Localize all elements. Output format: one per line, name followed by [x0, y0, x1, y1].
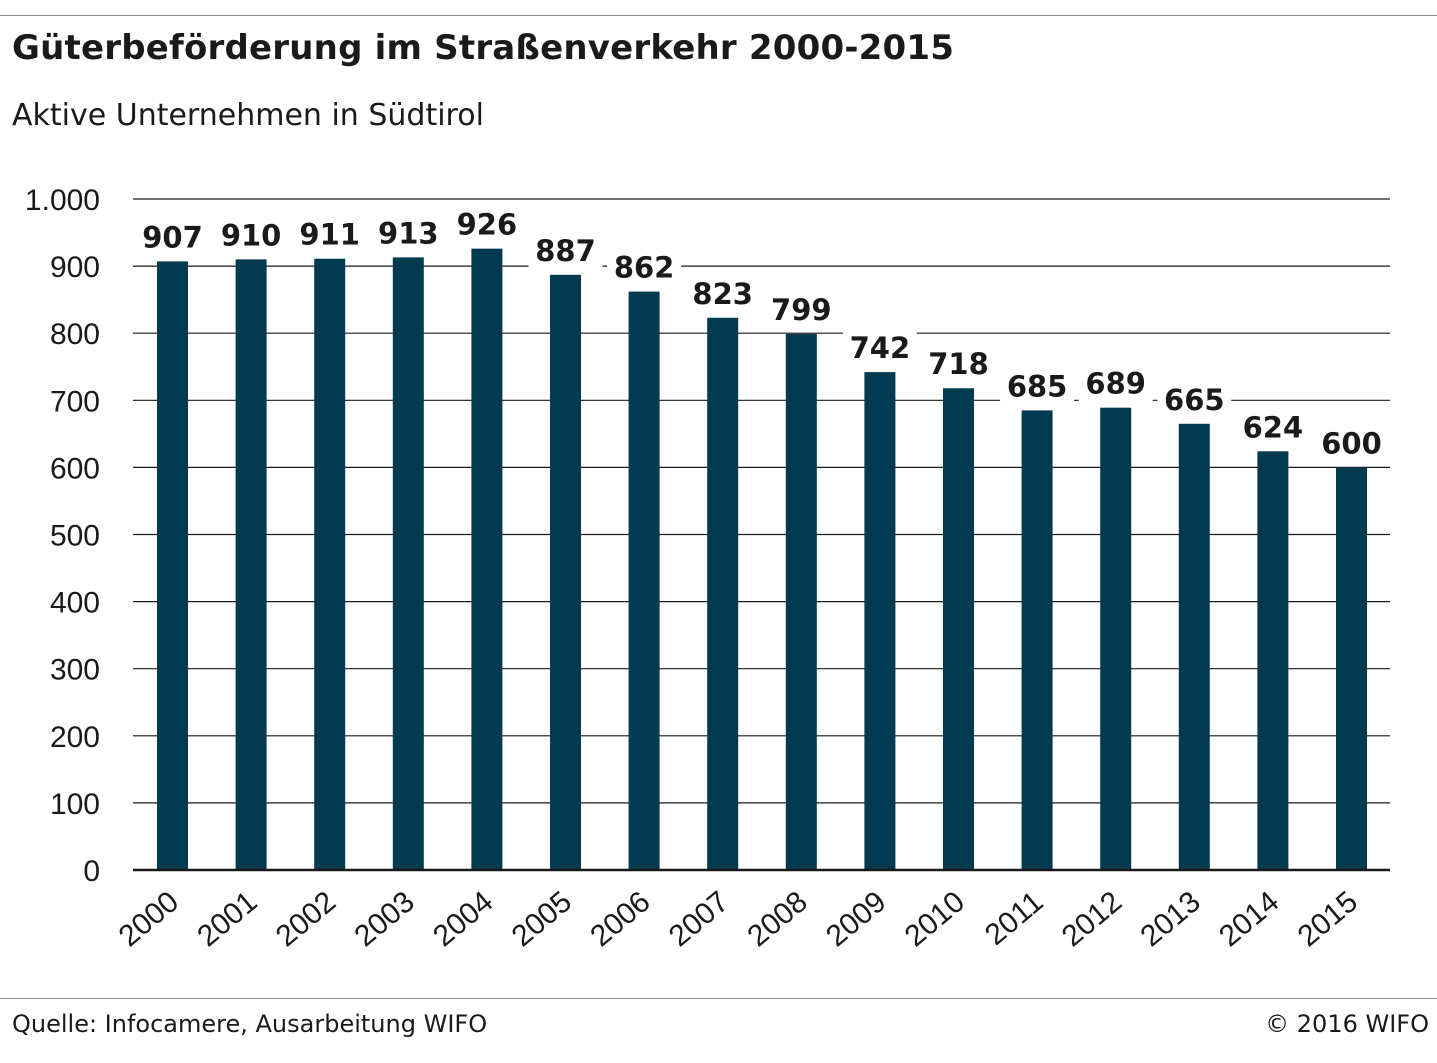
data-label-backdrop	[842, 328, 917, 367]
y-tick-label: 500	[50, 520, 100, 553]
data-label-backdrop	[607, 247, 682, 286]
data-label-backdrop	[1078, 363, 1153, 402]
data-label-2011: 685	[1007, 369, 1068, 403]
data-label-2009: 742	[850, 331, 911, 365]
x-tick-label-2011: 2011	[979, 885, 1050, 952]
data-label-backdrop	[214, 215, 289, 254]
copyright-note: © 2016 WIFO	[1265, 1010, 1429, 1038]
y-tick-label: 1.000	[25, 184, 100, 217]
data-label-backdrop	[292, 214, 367, 253]
bar-2011	[1021, 410, 1053, 870]
y-tick-label: 600	[50, 452, 100, 485]
top-rule	[0, 15, 1437, 16]
chart-title: Güterbeförderung im Straßenverkehr 2000-…	[12, 28, 955, 68]
data-label-backdrop	[685, 273, 760, 312]
bar-2004	[471, 248, 503, 871]
x-tick-label-2015: 2015	[1292, 885, 1364, 953]
data-label-backdrop	[528, 230, 603, 269]
bar-2015	[1336, 467, 1367, 870]
data-label-2003: 913	[378, 216, 439, 250]
y-tick-label: 200	[50, 721, 100, 754]
x-tick-label-2006: 2006	[584, 885, 656, 953]
x-tick-label-2012: 2012	[1056, 885, 1128, 953]
bar-2009	[864, 372, 896, 870]
data-label-2012: 689	[1085, 367, 1146, 401]
y-tick-label: 700	[50, 385, 100, 418]
data-label-backdrop	[921, 344, 996, 383]
x-tick-label-2001: 2001	[191, 885, 263, 953]
x-tick-label-2005: 2005	[506, 885, 578, 953]
data-label-backdrop	[1314, 423, 1389, 462]
bar-2013	[1178, 423, 1210, 870]
bar-2010	[943, 388, 974, 870]
x-tick-label-2007: 2007	[663, 885, 735, 953]
data-label-2000: 907	[142, 220, 203, 254]
data-label-backdrop	[764, 289, 839, 328]
y-tick-label: 800	[50, 318, 100, 351]
y-tick-label: 400	[50, 587, 100, 620]
bar-2003	[392, 257, 424, 870]
data-label-2008: 799	[771, 293, 832, 327]
bar-2008	[785, 333, 817, 871]
y-tick-label: 100	[50, 788, 100, 821]
data-label-2006: 862	[614, 251, 675, 285]
data-label-backdrop	[1235, 407, 1310, 446]
data-labels: 907 910 911 913 926 887 862 823 799 742 718 685 689 6…	[135, 204, 1389, 462]
bottom-rule	[0, 998, 1437, 999]
bar-2007	[707, 317, 739, 871]
data-label-2001: 910	[221, 218, 282, 252]
x-tick-label-2009: 2009	[820, 885, 892, 953]
x-tick-labels: 2000 2001 2002 2003 2004 2005 2006 2007 2008 2009…	[113, 885, 1364, 953]
data-label-2015: 600	[1321, 426, 1382, 460]
data-label-2010: 718	[928, 347, 989, 381]
y-tick-label: 300	[50, 654, 100, 687]
x-tick-label-2002: 2002	[270, 885, 342, 953]
bar-2014	[1257, 451, 1289, 870]
data-label-2013: 665	[1164, 383, 1225, 417]
data-label-2014: 624	[1243, 410, 1304, 444]
y-tick-label: 900	[50, 251, 100, 284]
data-label-backdrop	[1157, 379, 1232, 418]
source-note: Quelle: Infocamere, Ausarbeitung WIFO	[12, 1010, 488, 1038]
bar-2000	[157, 261, 188, 870]
data-label-backdrop	[449, 204, 524, 243]
x-tick-label-2000: 2000	[113, 885, 185, 953]
data-label-2007: 823	[692, 277, 753, 311]
bar-2006	[628, 291, 660, 870]
x-tick-label-2010: 2010	[899, 885, 971, 953]
x-tick-label-2013: 2013	[1134, 885, 1206, 953]
data-label-2005: 887	[535, 234, 596, 268]
x-tick-label-2004: 2004	[427, 885, 499, 953]
chart-subtitle: Aktive Unternehmen in Südtirol	[12, 98, 484, 133]
bar-2001	[235, 259, 267, 870]
data-label-2002: 911	[299, 218, 360, 252]
bars	[157, 248, 1367, 871]
bar-2012	[1100, 407, 1132, 870]
data-label-backdrop	[371, 213, 446, 252]
x-tick-label-2008: 2008	[741, 885, 813, 953]
x-tick-label-2003: 2003	[348, 885, 420, 953]
y-tick-labels: 0 100 200 300 400 500 600 700 800 900 1.000	[25, 184, 100, 888]
bar-2005	[550, 274, 581, 870]
x-tick-label-2014: 2014	[1213, 885, 1285, 953]
data-label-2004: 926	[457, 208, 518, 242]
data-label-backdrop	[1000, 366, 1075, 405]
bar-2002	[314, 258, 346, 870]
data-label-backdrop	[135, 217, 210, 256]
y-tick-label: 0	[83, 855, 100, 888]
